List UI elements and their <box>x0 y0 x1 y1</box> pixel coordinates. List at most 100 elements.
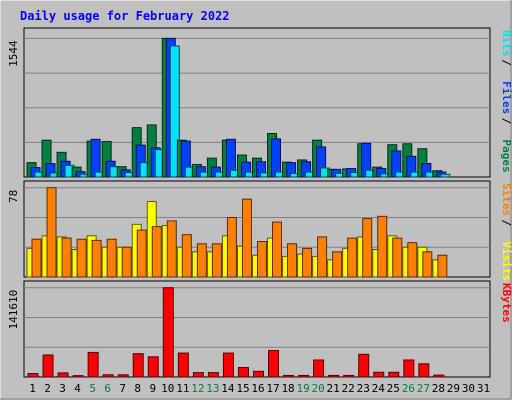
x-tick-label-day-7: 7 <box>119 382 126 395</box>
bar-kbytes-day-2 <box>42 354 54 378</box>
bar-hits-day-28 <box>440 173 451 178</box>
bar-sites-day-16 <box>256 241 267 278</box>
bar-kbytes-day-21 <box>328 374 340 378</box>
bar-sites-day-13 <box>211 243 222 278</box>
bar-sites-day-3 <box>61 237 72 278</box>
bar-kbytes-day-10 <box>162 287 174 378</box>
bar-sites-day-23 <box>362 218 373 278</box>
bar-kbytes-day-5 <box>87 351 99 378</box>
bar-kbytes-day-27 <box>418 363 430 378</box>
legend-panel-3: KBytes <box>500 283 512 323</box>
bar-sites-day-26 <box>407 242 418 278</box>
legend-kbytes: KBytes <box>500 283 512 323</box>
bar-kbytes-day-26 <box>403 359 415 378</box>
bar-sites-day-28 <box>437 254 448 278</box>
chart-panels: 1544 Hits / Files / Pages 78 Sites / Visits… <box>7 27 512 378</box>
bar-sites-day-20 <box>317 236 328 278</box>
x-tick-label-day-27: 27 <box>417 382 430 395</box>
bar-files-day-5 <box>90 138 101 178</box>
x-tick-label-day-8: 8 <box>134 382 141 395</box>
bar-kbytes-day-24 <box>373 371 385 378</box>
bar-kbytes-day-9 <box>147 356 159 378</box>
x-tick-label-day-3: 3 <box>59 382 66 395</box>
bar-sites-day-17 <box>272 221 283 278</box>
x-tick-label-day-10: 10 <box>161 382 174 395</box>
legend-hits: Hits <box>500 30 512 57</box>
bar-kbytes-day-4 <box>72 375 84 378</box>
bar-sites-day-9 <box>151 226 162 278</box>
legend-panel-2: Sites / Visits <box>500 183 512 281</box>
bar-sites-day-24 <box>377 215 388 278</box>
x-tick-label-day-30: 30 <box>462 382 475 395</box>
legend-files: Files <box>500 81 512 114</box>
x-tick-label-day-6: 6 <box>104 382 111 395</box>
bar-sites-day-15 <box>241 198 252 278</box>
bar-kbytes-day-18 <box>283 374 295 378</box>
bar-sites-day-4 <box>76 238 87 278</box>
bar-kbytes-day-17 <box>268 350 280 378</box>
bar-kbytes-day-28 <box>433 374 445 378</box>
legend-separator: / <box>500 118 512 125</box>
x-tick-label-day-28: 28 <box>432 382 445 395</box>
bar-sites-day-14 <box>226 216 237 278</box>
bar-kbytes-day-11 <box>177 352 189 378</box>
legend-separator: / <box>500 59 512 66</box>
bar-kbytes-day-14 <box>222 352 234 378</box>
bar-kbytes-day-6 <box>102 374 114 378</box>
bar-kbytes-day-16 <box>252 370 264 378</box>
bar-sites-day-1 <box>31 238 42 278</box>
bar-sites-day-2 <box>46 187 57 278</box>
bar-sites-day-19 <box>302 247 313 278</box>
y-max-label: 1544 <box>7 40 20 67</box>
bar-kbytes-day-3 <box>57 372 69 378</box>
x-tick-label-day-13: 13 <box>206 382 219 395</box>
bar-sites-day-7 <box>121 246 132 278</box>
x-axis-labels: 1 2 3 4 5 6 7 8 9 10 11 12 13 14 15 16 17 18 19 20 21 22 23 24 2… <box>29 382 490 395</box>
bar-sites-day-21 <box>332 251 343 278</box>
bar-sites-day-12 <box>196 243 207 278</box>
bar-sites-day-18 <box>287 243 298 278</box>
x-tick-label-day-24: 24 <box>372 382 386 395</box>
bar-kbytes-day-22 <box>343 374 355 378</box>
legend-sites: Sites <box>500 183 512 216</box>
bar-sites-day-22 <box>347 237 358 278</box>
x-tick-label-day-9: 9 <box>149 382 156 395</box>
y-max-label: 78 <box>7 190 20 203</box>
legend-pages: Pages <box>500 140 512 173</box>
bar-kbytes-day-19 <box>298 374 310 378</box>
bar-kbytes-day-23 <box>358 353 370 378</box>
legend-separator: / <box>500 220 512 227</box>
chart-title: Daily usage for February 2022 <box>20 9 230 23</box>
x-tick-label-day-22: 22 <box>342 382 355 395</box>
bar-kbytes-day-15 <box>237 367 249 378</box>
x-tick-label-day-16: 16 <box>251 382 264 395</box>
legend-panel-1: Hits / Files / Pages <box>500 30 512 173</box>
bar-kbytes-day-7 <box>117 374 129 378</box>
x-tick-label-day-17: 17 <box>266 382 279 395</box>
panel-3: 141610 KBytes <box>7 280 512 378</box>
legend-visits: Visits <box>500 241 512 281</box>
bar-kbytes-day-1 <box>27 373 39 378</box>
x-tick-label-day-20: 20 <box>312 382 325 395</box>
bar-sites-day-11 <box>181 234 192 278</box>
bar-sites-day-10 <box>166 220 177 278</box>
bar-hits-day-10 <box>169 45 180 178</box>
x-tick-label-day-5: 5 <box>89 382 96 395</box>
bar-kbytes-day-25 <box>388 371 400 378</box>
x-tick-label-day-12: 12 <box>191 382 204 395</box>
bar-kbytes-day-12 <box>192 372 204 378</box>
bar-sites-day-8 <box>136 229 147 278</box>
bar-sites-day-6 <box>106 238 117 278</box>
panel-2: 78 Sites / Visits <box>7 180 512 281</box>
x-tick-label-day-29: 29 <box>447 382 460 395</box>
x-tick-label-day-31: 31 <box>477 382 490 395</box>
x-tick-label-day-21: 21 <box>327 382 340 395</box>
x-tick-label-day-11: 11 <box>176 382 189 395</box>
x-tick-label-day-15: 15 <box>236 382 249 395</box>
panel-1: 1544 Hits / Files / Pages <box>7 27 512 178</box>
x-tick-label-day-26: 26 <box>402 382 415 395</box>
x-tick-label-day-4: 4 <box>74 382 81 395</box>
x-tick-label-day-18: 18 <box>281 382 294 395</box>
x-tick-label-day-14: 14 <box>221 382 235 395</box>
